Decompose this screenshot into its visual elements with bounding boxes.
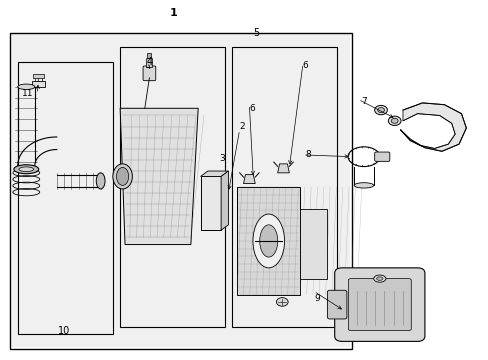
- Ellipse shape: [353, 183, 373, 188]
- Polygon shape: [243, 175, 255, 184]
- FancyBboxPatch shape: [327, 290, 346, 319]
- Circle shape: [387, 116, 400, 126]
- Text: 9: 9: [314, 294, 320, 303]
- Bar: [300, 209, 327, 279]
- Ellipse shape: [252, 214, 284, 268]
- Text: 7: 7: [360, 96, 366, 105]
- FancyBboxPatch shape: [143, 66, 156, 81]
- Polygon shape: [221, 171, 228, 230]
- Ellipse shape: [259, 225, 277, 257]
- Ellipse shape: [113, 164, 132, 189]
- Text: 2: 2: [239, 122, 244, 131]
- Text: 6: 6: [248, 104, 254, 113]
- Bar: [12, 34, 349, 347]
- Polygon shape: [120, 108, 198, 244]
- Ellipse shape: [19, 167, 34, 172]
- FancyBboxPatch shape: [32, 81, 44, 87]
- FancyBboxPatch shape: [147, 53, 151, 58]
- Text: 8: 8: [305, 150, 310, 159]
- Circle shape: [390, 118, 397, 123]
- Ellipse shape: [14, 165, 39, 174]
- Circle shape: [377, 108, 384, 113]
- FancyBboxPatch shape: [374, 152, 389, 161]
- Text: 10: 10: [58, 325, 70, 336]
- Polygon shape: [200, 171, 228, 176]
- FancyBboxPatch shape: [334, 268, 424, 341]
- Ellipse shape: [96, 173, 105, 189]
- Text: 6: 6: [302, 61, 308, 70]
- Bar: [237, 187, 300, 295]
- Polygon shape: [400, 103, 466, 151]
- Text: 3: 3: [219, 154, 225, 163]
- Text: 11: 11: [22, 89, 33, 98]
- Circle shape: [374, 105, 386, 115]
- Ellipse shape: [373, 275, 385, 282]
- FancyBboxPatch shape: [146, 58, 152, 67]
- FancyBboxPatch shape: [33, 74, 43, 78]
- Polygon shape: [277, 164, 289, 173]
- Bar: [10, 33, 351, 348]
- Ellipse shape: [116, 167, 128, 185]
- Text: 1: 1: [169, 8, 177, 18]
- Ellipse shape: [376, 277, 382, 280]
- Bar: [120, 47, 224, 327]
- Circle shape: [276, 298, 287, 306]
- Bar: [18, 62, 113, 334]
- Text: 5: 5: [253, 28, 259, 38]
- FancyBboxPatch shape: [347, 279, 410, 330]
- Ellipse shape: [18, 84, 35, 89]
- Bar: [200, 176, 221, 230]
- Bar: [232, 47, 336, 327]
- Text: 4: 4: [146, 57, 152, 67]
